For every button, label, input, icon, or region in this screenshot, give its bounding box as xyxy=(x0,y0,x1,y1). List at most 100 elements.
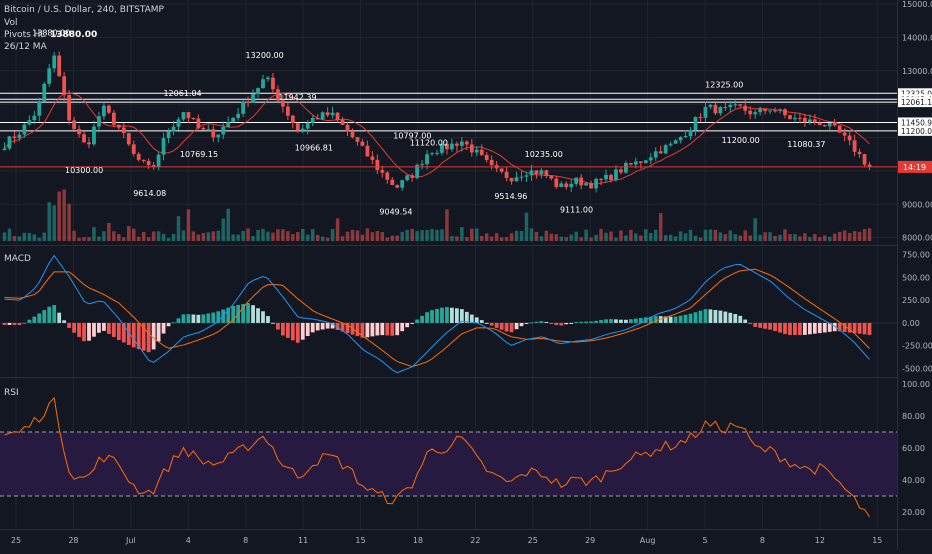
volume-bar xyxy=(634,233,638,241)
macd-histogram-bar xyxy=(678,315,683,323)
macd-histogram-bar xyxy=(768,322,772,330)
volume-bar xyxy=(728,230,733,241)
candle-body xyxy=(87,142,91,145)
volume-bar xyxy=(315,234,320,241)
macd-histogram-bar xyxy=(385,322,390,336)
volume-bar xyxy=(211,231,216,241)
candle-body xyxy=(7,136,12,149)
candle-body xyxy=(216,134,221,138)
volume-bar xyxy=(92,227,96,241)
volume-bar xyxy=(708,229,713,241)
volume-bar xyxy=(132,228,136,241)
macd-histogram-bar xyxy=(793,322,797,335)
candle-body xyxy=(609,174,613,181)
candle-body xyxy=(579,177,584,186)
macd-histogram-bar xyxy=(484,322,489,324)
pivot-label: 10235.00 xyxy=(525,150,563,159)
candle-body xyxy=(773,110,777,112)
volume-bar xyxy=(738,235,742,241)
candle-body xyxy=(842,132,847,136)
volume-bar xyxy=(763,232,767,241)
macd-histogram-bar xyxy=(355,322,360,337)
candle-body xyxy=(807,119,812,123)
volume-bar xyxy=(127,226,131,241)
macd-tick-label: -500.00 xyxy=(902,365,932,374)
candle-body xyxy=(186,112,191,119)
volume-bar xyxy=(758,234,762,241)
macd-tick-label: -250.00 xyxy=(902,342,932,351)
candle-body xyxy=(658,151,663,154)
macd-histogram-bar xyxy=(17,322,22,325)
pivots-label-value: 13880.00 xyxy=(50,30,97,40)
volume-bar xyxy=(589,237,593,241)
macd-histogram-bar xyxy=(435,308,439,323)
volume-bar xyxy=(350,229,355,241)
candle-body xyxy=(355,137,360,142)
volume-bar xyxy=(693,235,698,241)
macd-histogram-bar xyxy=(624,319,628,323)
candle-body xyxy=(420,164,424,166)
volume-bar xyxy=(112,231,116,241)
volume-bar xyxy=(301,229,305,241)
macd-histogram-bar xyxy=(151,322,156,350)
volume-bar xyxy=(171,233,176,241)
candle-body xyxy=(564,183,569,188)
candle-body xyxy=(524,175,529,177)
volume-bar xyxy=(828,236,832,241)
macd-pane[interactable]: MACD xyxy=(0,254,897,374)
pivots-label: Pivots HL xyxy=(4,30,45,40)
candle-body xyxy=(703,106,708,118)
volume-bar xyxy=(544,230,549,241)
volume-bar xyxy=(196,234,201,241)
price-tick-label: 14000.00 xyxy=(902,33,932,42)
macd-histogram-bar xyxy=(330,322,335,329)
candle-body xyxy=(504,171,509,178)
time-axis[interactable]: 25 28 Jul 4 8 11 15 18 22 25 29 Aug 5 8 12 15 xyxy=(11,536,882,545)
volume-bar xyxy=(117,234,121,241)
rsi-pane[interactable]: RSI xyxy=(0,388,897,518)
macd-histogram-bar xyxy=(753,322,758,327)
candle-body xyxy=(733,104,738,106)
macd-histogram-bar xyxy=(42,310,47,323)
macd-histogram-bar xyxy=(305,322,310,337)
volume-bar xyxy=(783,229,787,241)
macd-histogram-bar xyxy=(718,310,723,323)
macd-histogram-bar xyxy=(817,322,822,334)
volume-bar xyxy=(733,234,738,241)
macd-histogram-bar xyxy=(370,322,375,337)
volume-bar xyxy=(574,231,578,241)
candle-body xyxy=(778,109,782,111)
macd-histogram-bar xyxy=(494,322,499,328)
candle-body xyxy=(226,122,231,127)
macd-histogram-bar xyxy=(713,310,718,323)
candle-body xyxy=(271,77,275,90)
macd-histogram-bar xyxy=(459,309,464,323)
volume-bar xyxy=(42,232,46,241)
macd-histogram-bar xyxy=(663,316,668,323)
candle-body xyxy=(529,170,534,176)
candle-body xyxy=(594,179,598,189)
macd-histogram-bar xyxy=(554,322,559,325)
price-level-tag-label: 12061.10 xyxy=(901,98,932,107)
candle-body xyxy=(802,117,807,123)
rsi-tick-label: 20.00 xyxy=(902,508,925,517)
candle-body xyxy=(116,124,121,128)
price-pane[interactable]: 13880.00 10300.00 9614.08 12061.04 10769.15 1… xyxy=(0,28,897,241)
macd-histogram-bar xyxy=(106,322,111,334)
candle-body xyxy=(743,105,748,111)
candle-body xyxy=(410,175,415,178)
volume-bar xyxy=(808,237,812,241)
pivot-label: 12325.00 xyxy=(705,80,743,89)
macd-histogram-bar xyxy=(464,311,469,323)
macd-histogram-bar xyxy=(807,322,812,335)
macd-histogram-bar xyxy=(156,322,161,342)
candle-body xyxy=(812,119,817,123)
time-tick-label: 12 xyxy=(815,536,825,545)
volume-bar xyxy=(788,234,792,241)
candle-body xyxy=(817,122,822,126)
macd-histogram-bar xyxy=(400,322,405,332)
price-axis[interactable]: 15000.00 14000.00 13000.00 9000.00 8000.00 12… xyxy=(898,0,932,517)
volume-bar xyxy=(644,229,648,241)
volume-bar xyxy=(340,236,345,241)
